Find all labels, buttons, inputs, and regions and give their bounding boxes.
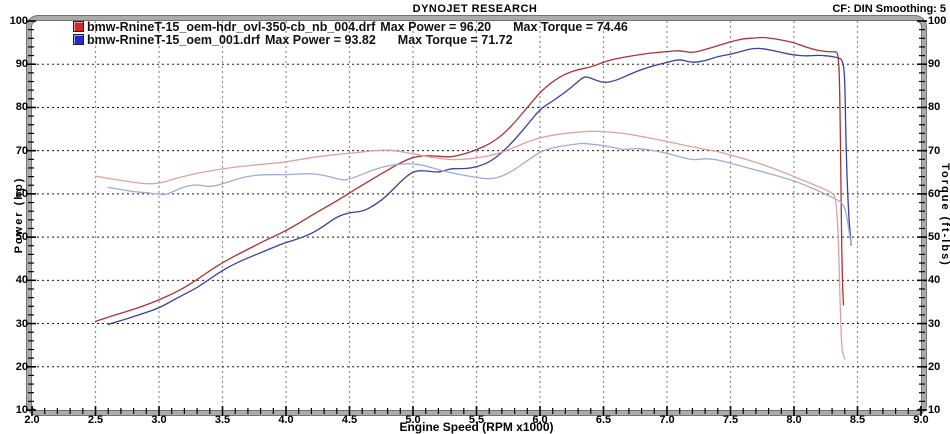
page-title: DYNOJET RESEARCH: [412, 3, 538, 15]
legend-max-torque: Max Torque = 71.72: [397, 32, 513, 47]
rpm-tick-label: 3.5: [214, 414, 231, 426]
power-tick-label: 50: [15, 231, 28, 244]
power-tick-label: 40: [15, 274, 28, 287]
torque-tick-label: 90: [928, 58, 941, 71]
torque-tick-label: 40: [928, 274, 941, 287]
power-tick-label: 10: [15, 404, 28, 416]
chart-header: DYNOJET RESEARCH CF: DIN Smoothing: 5: [0, 0, 950, 17]
rpm-tick-label: 7.0: [659, 414, 675, 426]
power-tick-label: 20: [15, 360, 28, 373]
power-tick-label: 100: [9, 15, 28, 27]
engine-speed-axis-title: Engine Speed (RPM x1000): [399, 420, 554, 434]
rpm-tick-label: 9.0: [913, 414, 929, 426]
rpm-tick-label: 6.0: [532, 414, 548, 426]
torque-tick-label: 30: [928, 317, 941, 330]
power-tick-label: 70: [15, 144, 28, 157]
legend-max-torque: Max Torque = 74.46: [513, 19, 628, 34]
red-series-swatch-icon: [73, 21, 84, 32]
legend-row-run-004: bmw-RnineT-15_oem-hdr_ovl-350-cb_nb_004.…: [73, 19, 628, 34]
legend-row-run-001: bmw-RnineT-15_oem_001.drf Max Power = 93…: [73, 32, 628, 47]
rpm-tick-label: 3.0: [151, 414, 167, 426]
legend-max-power: Max Power = 96.20: [380, 19, 492, 34]
legend-file-name: bmw-RnineT-15_oem_001.drf: [87, 32, 260, 47]
torque-tick-label: 10: [928, 404, 941, 416]
rpm-tick-label: 5.0: [405, 414, 421, 426]
torque-tick-label: 50: [928, 231, 941, 244]
power-axis-title: Power (hp): [13, 176, 25, 254]
rpm-tick-label: 8.5: [849, 414, 866, 426]
rpm-tick-label: 5.5: [468, 414, 485, 426]
torque-tick-label: 60: [928, 187, 941, 200]
torque-tick-label: 80: [928, 101, 941, 114]
torque-tick-label: 20: [928, 360, 941, 373]
legend-max-power: Max Power = 93.82: [264, 32, 376, 47]
rpm-tick-label: 7.5: [722, 414, 739, 426]
legend-file-name: bmw-RnineT-15_oem-hdr_ovl-350-cb_nb_004.…: [87, 19, 376, 34]
blue-series-swatch-icon: [73, 34, 84, 45]
power-tick-label: 90: [15, 58, 28, 71]
rpm-tick-label: 8.0: [786, 414, 802, 426]
power-tick-label: 60: [15, 187, 28, 200]
rpm-tick-label: 2.0: [24, 414, 40, 426]
power-tick-label: 30: [15, 317, 28, 330]
rpm-tick-label: 4.5: [341, 414, 358, 426]
correction-smoothing-info: CF: DIN Smoothing: 5: [832, 3, 946, 15]
torque-axis-title: Torque (ft-lbs): [939, 163, 950, 267]
rpm-tick-label: 4.0: [278, 414, 294, 426]
rpm-tick-label: 6.5: [595, 414, 612, 426]
rpm-tick-label: 2.5: [87, 414, 104, 426]
legend: bmw-RnineT-15_oem-hdr_ovl-350-cb_nb_004.…: [73, 19, 628, 47]
power-tick-label: 80: [15, 101, 28, 114]
torque-tick-label: 70: [928, 144, 941, 157]
torque-tick-label: 100: [928, 15, 947, 27]
